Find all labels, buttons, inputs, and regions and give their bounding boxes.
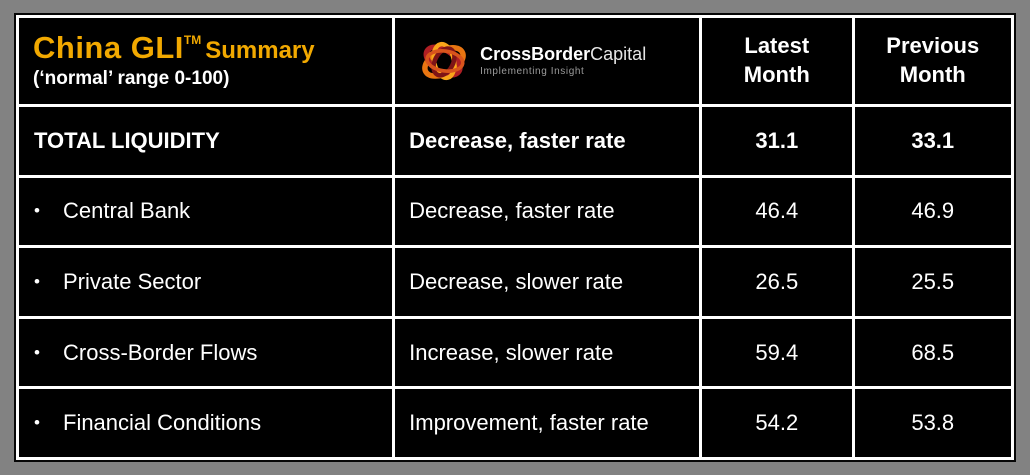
bullet-icon: • [34,271,40,291]
trademark-symbol: TM [183,33,202,48]
row-description-total-liquidity: Decrease, faster rate [395,107,700,175]
column-header-latest-label: Latest Month [743,33,810,87]
brand-logo-cell: CrossBorderCapital Implementing Insight [395,18,700,104]
table-title-cell: China GLITM Summary (‘normal’ range 0-100… [19,18,393,104]
row-description: Improvement, faster rate [409,410,649,436]
bullet-icon: • [34,413,40,433]
crossborder-swirl-logo-icon [422,41,466,81]
value-latest-central-bank: 46.4 [702,177,852,246]
column-header-previous-label: Previous Month [886,33,980,87]
row-description-central-bank: Decrease, faster rate [395,177,700,246]
row-description: Decrease, faster rate [409,127,626,153]
value-previous-central-bank: 46.9 [854,177,1011,246]
row-description-private-sector: Decrease, slower rate [395,248,700,316]
bullet-icon: • [34,342,40,362]
summary-table-outline: China GLITM Summary (‘normal’ range 0-100… [14,13,1016,462]
column-header-previous-month: Previous Month [854,18,1011,104]
brand-name-bold: CrossBorder [480,44,591,65]
value-latest-cross-border-flows: 59.4 [702,318,852,387]
row-label-private-sector: • Private Sector [19,248,393,316]
summary-table-frame: China GLITM Summary (‘normal’ range 0-100… [16,15,1014,460]
brand-tagline: Implementing Insight [480,65,585,77]
page-title: China GLITM Summary [33,30,315,66]
brand-wordmark: CrossBorderCapital Implementing Insight [480,44,647,77]
title-main: China GLI [33,30,184,66]
row-label: Central Bank [63,198,191,224]
value-previous-private-sector: 25.5 [854,248,1011,316]
row-label: Financial Conditions [63,410,262,436]
summary-table: China GLITM Summary (‘normal’ range 0-100… [19,18,1011,457]
brand-name: CrossBorderCapital [480,44,647,65]
value-previous-cross-border-flows: 68.5 [854,318,1011,387]
row-label: TOTAL LIQUIDITY [34,127,220,153]
row-label: Cross-Border Flows [63,339,258,365]
value-previous-total-liquidity: 33.1 [854,107,1011,175]
value-latest-private-sector: 26.5 [702,248,852,316]
row-label: Private Sector [63,268,202,294]
row-description: Decrease, slower rate [409,268,624,294]
value-latest-financial-conditions: 54.2 [702,389,852,457]
title-suffix: Summary [205,37,315,65]
row-description: Decrease, faster rate [409,198,615,224]
row-label-cross-border-flows: • Cross-Border Flows [19,318,393,387]
row-description-cross-border-flows: Increase, slower rate [395,318,700,387]
column-header-latest-month: Latest Month [702,18,852,104]
value-latest-total-liquidity: 31.1 [702,107,852,175]
row-label-financial-conditions: • Financial Conditions [19,389,393,457]
row-description-financial-conditions: Improvement, faster rate [395,389,700,457]
brand-name-light: Capital [590,44,647,65]
row-description: Increase, slower rate [409,339,614,365]
value-previous-financial-conditions: 53.8 [854,389,1011,457]
row-label-central-bank: • Central Bank [19,177,393,246]
bullet-icon: • [34,201,40,221]
title-subtitle: (‘normal’ range 0-100) [33,67,230,89]
row-label-total-liquidity: TOTAL LIQUIDITY [19,107,393,175]
